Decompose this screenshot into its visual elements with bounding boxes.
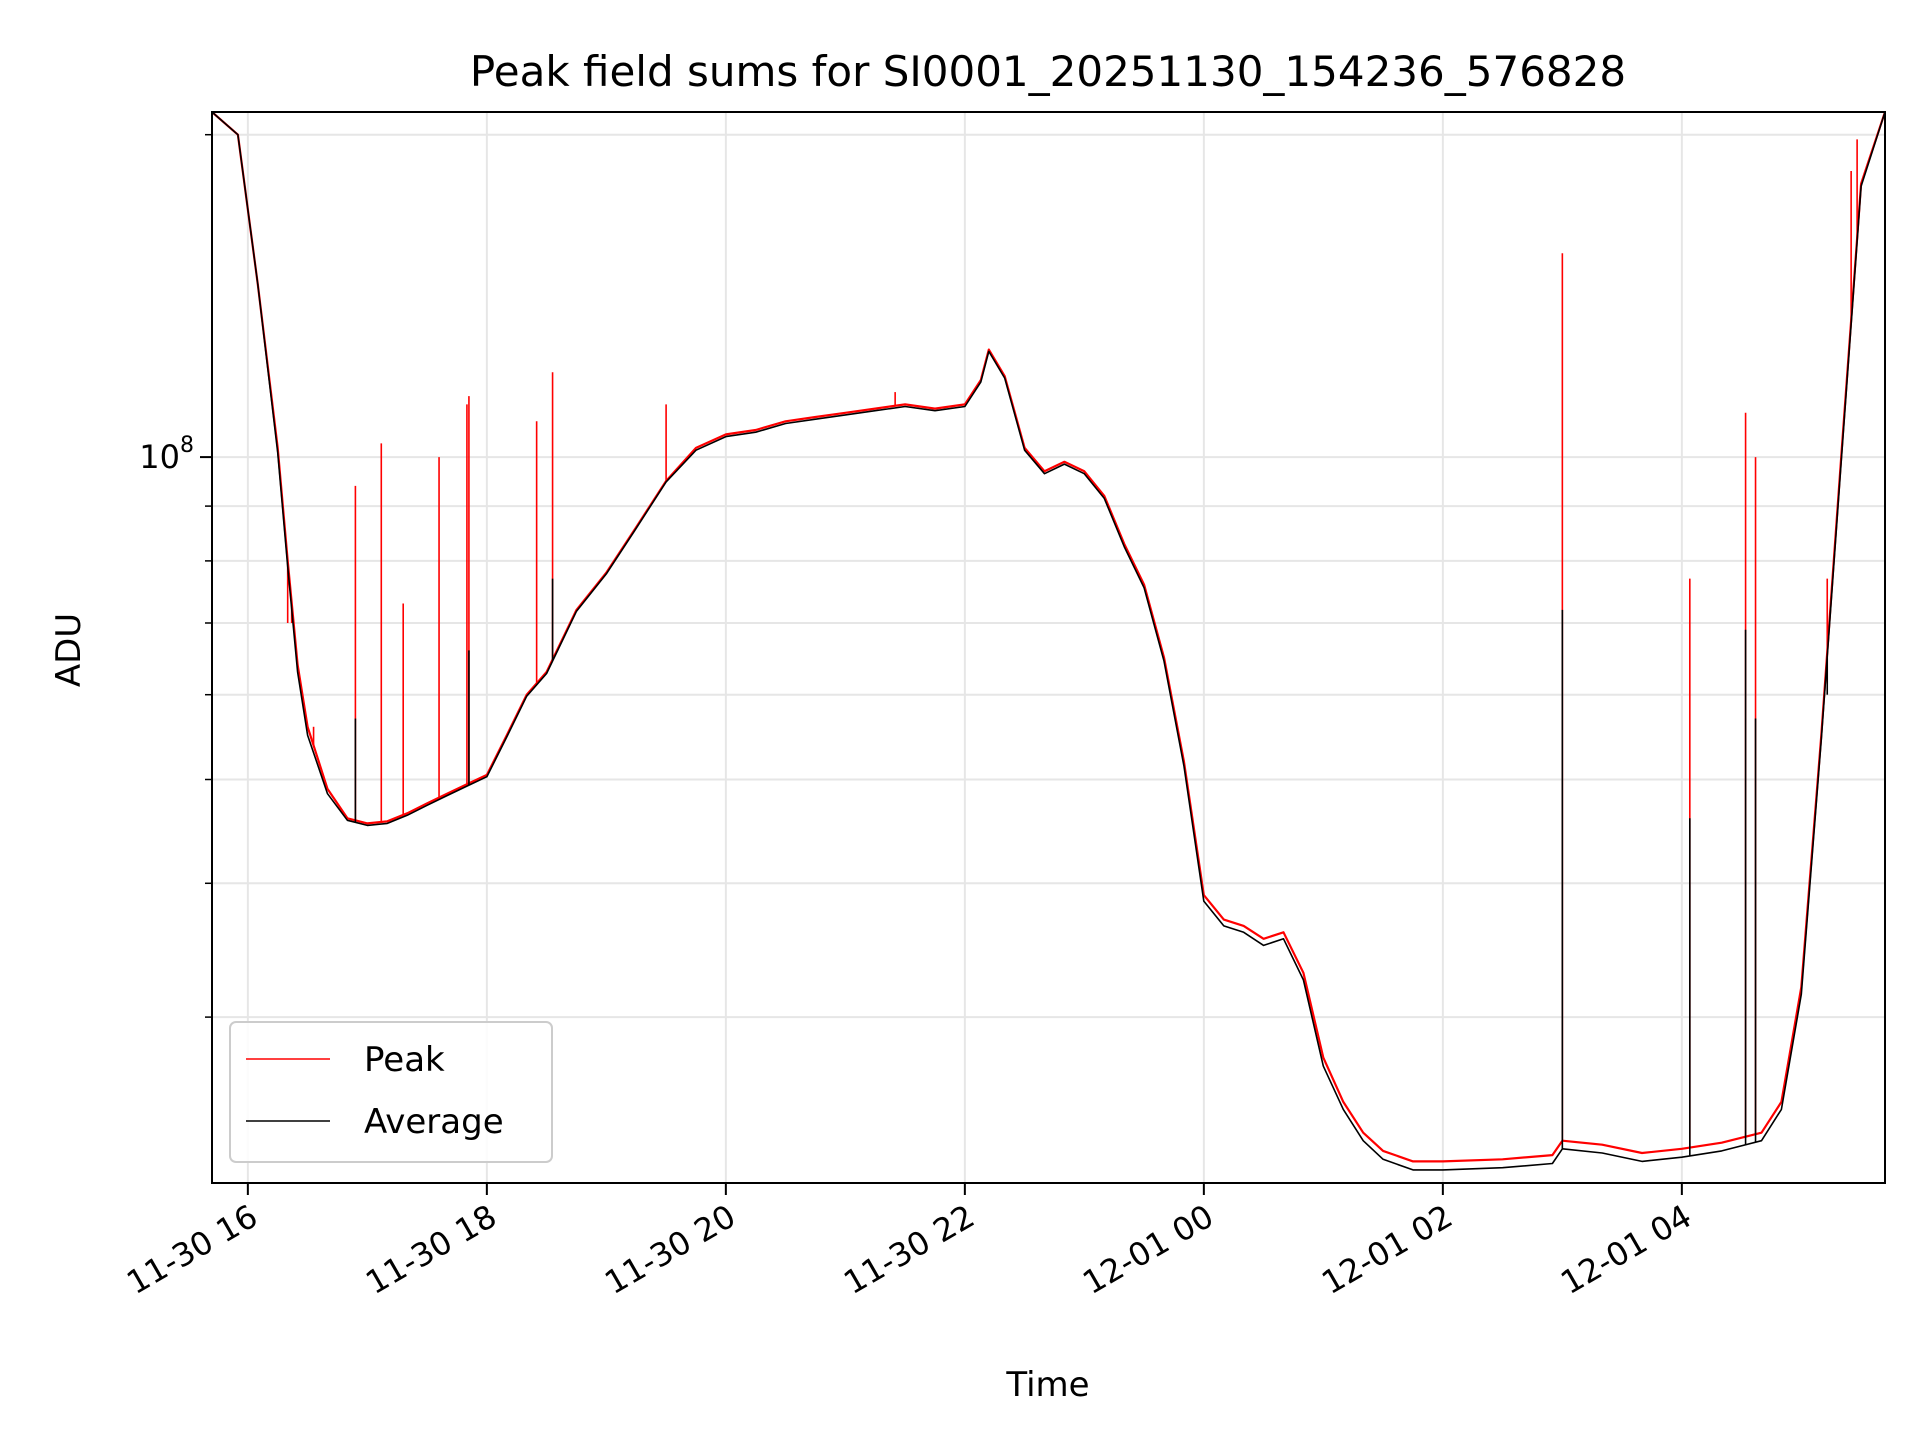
legend-label-peak: Peak [364,1040,445,1080]
chart-title: Peak field sums for SI0001_20251130_1542… [470,47,1626,96]
x-tick-label: 12-01 04 [1554,1197,1698,1302]
legend-label-average: Average [364,1102,504,1142]
x-tick-label: 12-01 00 [1076,1197,1220,1302]
legend-box [229,1021,553,1163]
grid-layer [212,112,1885,1183]
y-tick-label: 108 [139,433,194,476]
x-tick-label: 11-30 18 [359,1197,503,1302]
y-axis-label: ADU [49,613,89,687]
series-layer [212,112,1885,1171]
x-axis-label: Time [1005,1365,1089,1405]
x-tick-label: 11-30 20 [598,1197,742,1302]
series-line-average [212,112,1885,1171]
plot-frame [211,111,1886,1184]
x-tick-label: 11-30 16 [120,1197,264,1302]
x-tick-label: 12-01 02 [1315,1197,1459,1302]
legend: Peak Average [229,1021,553,1163]
series-line-peak [212,112,1885,1163]
x-tick-label: 11-30 22 [837,1197,981,1302]
